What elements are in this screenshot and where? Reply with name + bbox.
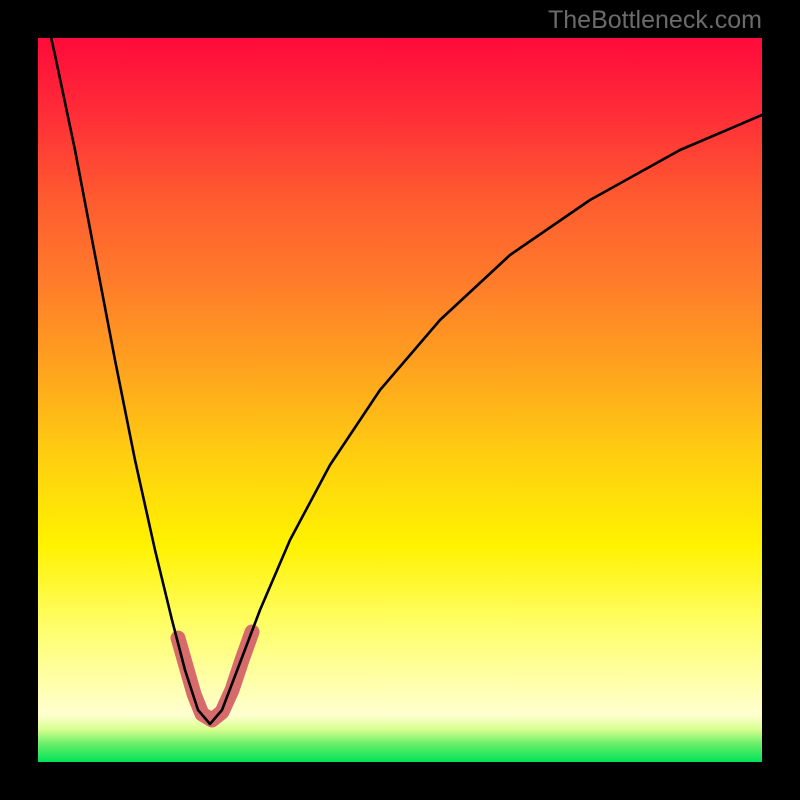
plot-overlay-svg — [0, 0, 800, 800]
watermark-text: TheBottleneck.com — [548, 6, 762, 35]
trough-marker — [178, 632, 252, 720]
v-curve-line — [38, 0, 762, 724]
